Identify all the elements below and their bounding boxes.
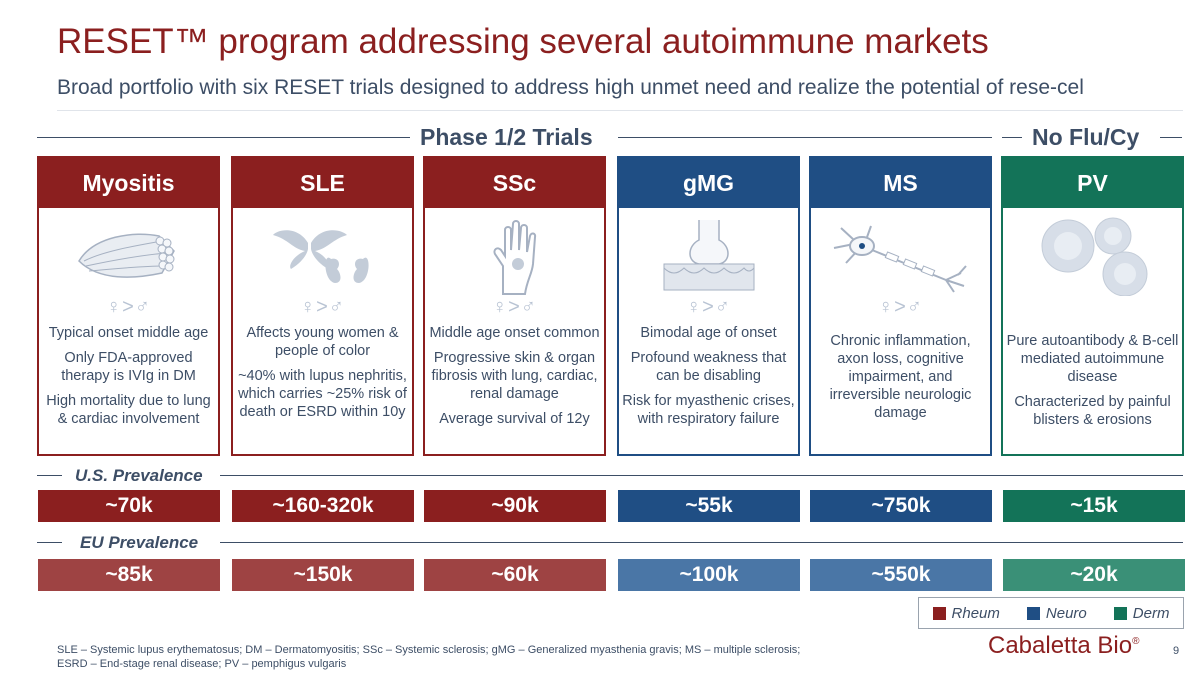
legend-label: Neuro <box>1045 604 1087 622</box>
card-ms: MS ♀>♂ Chronic inflammation, axon loss, … <box>809 156 992 456</box>
card-line: Characterized by painful blisters & eros… <box>1014 394 1171 428</box>
logo-text: Cabaletta Bio <box>988 632 1133 659</box>
gender-symbol: ♀>♂ <box>106 296 151 318</box>
card-description: Middle age onset common Progressive skin… <box>428 324 601 435</box>
divider <box>37 137 410 138</box>
legend-item-rheum: Rheum <box>932 604 1000 622</box>
card-line: Bimodal age of onset <box>640 325 777 341</box>
card-description: Affects young women & people of color ~4… <box>236 324 409 428</box>
divider <box>220 542 1183 543</box>
card-pv: PV Pure autoantibody & B-cell mediated a… <box>1001 156 1184 456</box>
card-line: Risk for myasthenic crises, with respira… <box>622 393 795 427</box>
page-title: RESET™ program addressing several autoim… <box>57 22 989 61</box>
gender-symbol: ♀>♂ <box>492 296 537 318</box>
us-stat-sle: ~160-320k <box>232 490 414 522</box>
divider <box>1160 137 1182 138</box>
card-line: Chronic inflammation, axon loss, cogniti… <box>829 333 972 421</box>
neuron-icon <box>811 216 990 296</box>
eu-stat-pv: ~20k <box>1003 559 1185 591</box>
us-prevalence-label: U.S. Prevalence <box>75 466 203 485</box>
divider <box>37 542 62 543</box>
phase-label: Phase 1/2 Trials <box>420 124 593 150</box>
derm-swatch <box>1113 606 1127 620</box>
card-title: SLE <box>233 158 412 208</box>
us-stat-pv: ~15k <box>1003 490 1185 522</box>
card-line: Pure autoantibody & B-cell mediated auto… <box>1006 333 1179 385</box>
footnote-line: SLE – Systemic lupus erythematosus; DM –… <box>57 644 801 656</box>
card-title: MS <box>811 158 990 208</box>
legend-label: Derm <box>1132 604 1170 622</box>
card-line: Middle age onset common <box>429 325 600 341</box>
card-line: ~40% with lupus nephritis, which carries… <box>238 368 407 420</box>
footnote-line: ESRD – End-stage renal disease; PV – pem… <box>57 657 347 670</box>
rheum-swatch <box>932 606 946 620</box>
cells-icon <box>1003 216 1182 296</box>
eu-stat-gmg: ~100k <box>618 559 800 591</box>
divider <box>220 475 1183 476</box>
divider <box>618 137 992 138</box>
divider <box>1002 137 1022 138</box>
us-stat-ssc: ~90k <box>424 490 606 522</box>
card-description: Typical onset middle age Only FDA-approv… <box>42 324 215 435</box>
divider <box>37 475 62 476</box>
eu-stat-ms: ~550k <box>810 559 992 591</box>
company-logo: Cabaletta Bio® <box>988 632 1139 660</box>
card-line: High mortality due to lung & cardiac inv… <box>46 393 211 427</box>
legend-item-neuro: Neuro <box>1026 604 1087 622</box>
card-description: Pure autoantibody & B-cell mediated auto… <box>1006 332 1179 436</box>
butterfly-kidney-icon <box>233 216 412 296</box>
gender-symbol: ♀>♂ <box>686 296 731 318</box>
card-myositis: Myositis ♀>♂ Typical onset middle age On… <box>37 156 220 456</box>
us-stat-gmg: ~55k <box>618 490 800 522</box>
eu-stat-myositis: ~85k <box>38 559 220 591</box>
card-description: Chronic inflammation, axon loss, cogniti… <box>814 332 987 429</box>
legend: Rheum Neuro Derm <box>918 597 1184 629</box>
neuro-swatch <box>1026 606 1040 620</box>
page-number: 9 <box>1173 645 1180 657</box>
card-line: Affects young women & people of color <box>246 325 399 359</box>
card-title: Myositis <box>39 158 218 208</box>
card-line: Average survival of 12y <box>439 411 590 427</box>
us-stat-ms: ~750k <box>810 490 992 522</box>
hand-icon <box>425 216 604 296</box>
registered-mark: ® <box>1132 636 1140 647</box>
legend-item-derm: Derm <box>1113 604 1170 622</box>
page-subtitle: Broad portfolio with six RESET trials de… <box>57 76 1084 99</box>
footnote: SLE – Systemic lupus erythematosus; DM –… <box>57 644 857 671</box>
muscle-icon <box>39 216 218 296</box>
synapse-icon <box>619 216 798 296</box>
card-line: Typical onset middle age <box>48 325 209 341</box>
legend-label: Rheum <box>951 604 1000 622</box>
eu-prevalence-label: EU Prevalence <box>80 533 199 552</box>
gender-symbol: ♀>♂ <box>300 296 345 318</box>
noflu-label: No Flu/Cy <box>1032 124 1140 150</box>
us-stat-myositis: ~70k <box>38 490 220 522</box>
card-title: PV <box>1003 158 1182 208</box>
card-line: Profound weakness that can be disabling <box>630 350 787 384</box>
eu-stat-sle: ~150k <box>232 559 414 591</box>
card-line: Only FDA-approved therapy is IVIg in DM <box>61 350 196 384</box>
card-gmg: gMG ♀>♂ Bimodal age of onset Profound we… <box>617 156 800 456</box>
card-line: Progressive skin & organ fibrosis with l… <box>431 350 598 402</box>
card-ssc: SSc ♀>♂ Middle age onset common Progress… <box>423 156 606 456</box>
gender-symbol: ♀>♂ <box>878 296 923 318</box>
divider <box>57 110 1183 111</box>
card-title: SSc <box>425 158 604 208</box>
card-title: gMG <box>619 158 798 208</box>
card-sle: SLE ♀>♂ Affects young women & people of … <box>231 156 414 456</box>
eu-stat-ssc: ~60k <box>424 559 606 591</box>
card-description: Bimodal age of onset Profound weakness t… <box>622 324 795 435</box>
